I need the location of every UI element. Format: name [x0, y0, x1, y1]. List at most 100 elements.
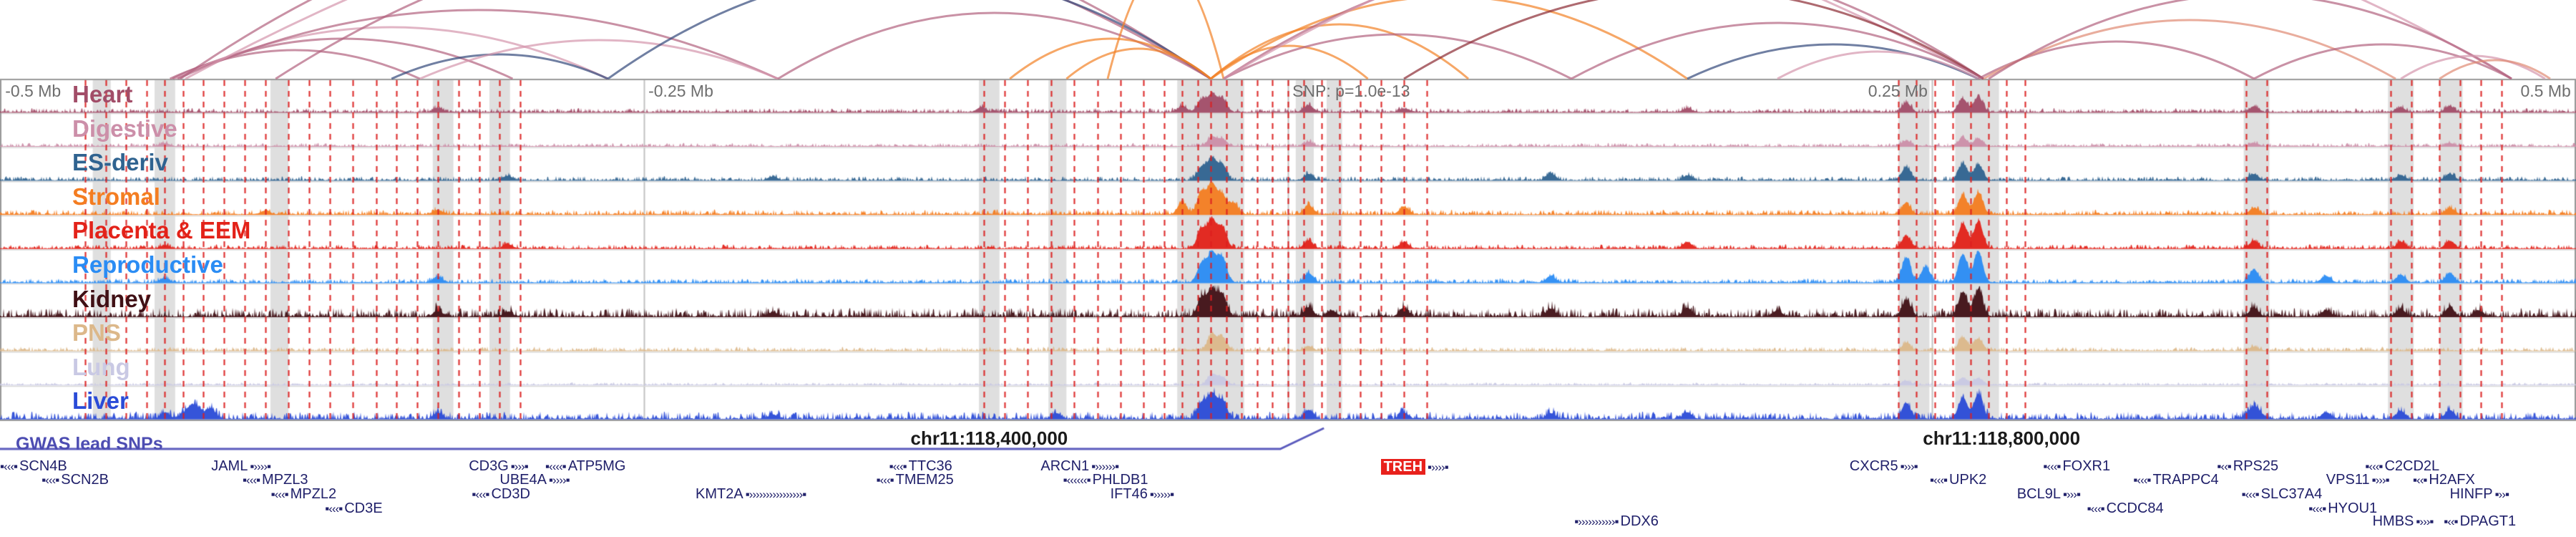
interaction-arc	[1210, 23, 1469, 79]
interaction-arc	[1571, 21, 1984, 79]
gene-name: HMBS	[2372, 513, 2414, 529]
strand-chevrons-icon: ▪‹‹‹▪	[2043, 459, 2061, 473]
strand-chevrons-icon: ▪‹‹▪	[2413, 473, 2427, 487]
gene-name: TRAPPC4	[2152, 472, 2219, 488]
gene-phldb1[interactable]: ▪‹‹‹‹‹‹▪ PHLDB1	[1063, 473, 1148, 487]
track-label-digestive[interactable]: Digestive	[72, 115, 177, 142]
gene-vps11[interactable]: VPS11 ▪›››▪	[2326, 472, 2390, 488]
track-label-stromal[interactable]: Stromal	[72, 183, 160, 210]
gene-c2cd2l[interactable]: ▪‹‹‹▪ C2CD2L	[2365, 459, 2439, 473]
interaction-arc	[1983, 19, 2396, 79]
gwas-lead-snps-label[interactable]: GWAS lead SNPs	[16, 434, 163, 454]
strand-chevrons-icon: ▪‹‹‹▪	[2241, 487, 2260, 501]
gene-ube4a[interactable]: UBE4A ▪››››▪	[499, 473, 570, 487]
strand-chevrons-icon: ▪‹‹‹‹‹‹▪	[1063, 473, 1091, 487]
gene-scn4b[interactable]: ▪‹‹‹▪ SCN4B	[0, 459, 67, 473]
strand-chevrons-icon: ▪›››▪	[2371, 473, 2390, 487]
gene-name: VPS11	[2326, 472, 2370, 488]
interaction-arc	[1223, 0, 1984, 79]
gene-name: FOXR1	[2062, 458, 2111, 474]
gene-name: TMEM25	[895, 472, 954, 488]
track-label-reproductive[interactable]: Reproductive	[72, 251, 223, 278]
interaction-arc	[1210, 0, 1688, 79]
strand-chevrons-icon: ▪›››▪	[2062, 487, 2081, 501]
gene-cd3g[interactable]: CD3G ▪›››▪	[469, 459, 529, 473]
strand-chevrons-icon: ▪››››››››››››››››▪	[745, 487, 807, 501]
gene-rps25[interactable]: ▪‹‹▪ RPS25	[2217, 459, 2278, 473]
track-label-liver[interactable]: Liver	[72, 387, 129, 415]
gene-tmem25[interactable]: ▪‹‹‹▪ TMEM25	[877, 473, 954, 487]
gene-arcn1[interactable]: ARCN1 ▪››››››▪	[1040, 459, 1119, 473]
gene-ddx6[interactable]: ▪›››››››››››▪ DDX6	[1574, 514, 1659, 528]
strand-chevrons-icon: ▪‹‹‹▪	[0, 459, 18, 473]
gene-trappc4[interactable]: ▪‹‹‹▪ TRAPPC4	[2133, 473, 2218, 487]
gene-name: TREH	[1380, 459, 1426, 475]
gene-kmt2a[interactable]: KMT2A ▪››››››››››››››››▪	[696, 487, 806, 501]
gene-ift46[interactable]: IFT46 ▪›››››▪	[1110, 486, 1175, 502]
track-label-lung[interactable]: Lung	[72, 353, 130, 380]
strand-chevrons-icon: ▪‹‹‹▪	[270, 487, 289, 501]
interaction-arc	[177, 9, 779, 79]
strand-chevrons-icon: ▪‹‹‹▪	[2133, 473, 2151, 487]
gene-atp5mg[interactable]: ▪‹‹‹‹▪ ATP5MG	[545, 459, 625, 473]
gene-treh[interactable]: TREH ▪››››▪	[1380, 459, 1449, 475]
strand-chevrons-icon: ▪›››▪	[510, 459, 529, 473]
gene-name: CD3D	[491, 486, 530, 502]
gene-slc37a4[interactable]: ▪‹‹‹▪ SLC37A4	[2242, 487, 2323, 501]
axis-label-3: 0.25 Mb	[1868, 82, 1928, 100]
gene-cxcr5[interactable]: CXCR5 ▪›››▪	[1850, 459, 1918, 473]
gene-scn2b[interactable]: ▪‹‹‹▪ SCN2B	[42, 473, 109, 487]
strand-chevrons-icon: ▪‹‹‹▪	[2087, 501, 2105, 516]
gene-name: BCL9L	[2016, 486, 2061, 502]
coordinate-label-left: chr11:118,400,000	[910, 427, 1068, 449]
track-label-pns[interactable]: PNS	[72, 319, 121, 347]
gene-dpagt1[interactable]: ▪‹‹▪ DPAGT1	[2444, 514, 2516, 528]
gene-mpzl3[interactable]: ▪‹‹‹▪ MPZL3	[243, 473, 308, 487]
strand-chevrons-icon: ▪‹‹‹▪	[1930, 473, 1948, 487]
gene-cd3d[interactable]: ▪‹‹‹▪ CD3D	[472, 487, 530, 501]
gene-hyou1[interactable]: ▪‹‹‹▪ HYOU1	[2308, 501, 2377, 516]
axis-label-4: 0.5 Mb	[2520, 82, 2571, 100]
strand-chevrons-icon: ▪››››››▪	[1091, 459, 1119, 473]
track-label-placenta-eem[interactable]: Placenta & EEM	[72, 217, 251, 244]
strand-chevrons-icon: ▪‹‹‹▪	[889, 459, 907, 473]
gene-h2afx[interactable]: ▪‹‹▪ H2AFX	[2413, 473, 2475, 487]
gene-name: RPS25	[2233, 458, 2279, 474]
gene-ccdc84[interactable]: ▪‹‹‹▪ CCDC84	[2087, 501, 2164, 516]
gene-name: MPZL3	[262, 472, 308, 488]
strand-chevrons-icon: ▪‹‹‹▪	[472, 487, 489, 501]
axis-label-1: -0.25 Mb	[648, 82, 713, 100]
strand-chevrons-icon: ▪››››▪	[1428, 460, 1449, 474]
interaction-arc	[1403, 0, 1984, 79]
gene-mpzl2[interactable]: ▪‹‹‹▪ MPZL2	[271, 487, 337, 501]
gene-hinfp[interactable]: HINFP ▪››▪	[2450, 487, 2509, 501]
track-label-kidney[interactable]: Kidney	[72, 285, 152, 312]
gene-name: DPAGT1	[2459, 513, 2517, 529]
strand-chevrons-icon: ▪‹‹‹▪	[243, 473, 260, 487]
strand-chevrons-icon: ▪›››››››››››▪	[1574, 514, 1619, 528]
strand-chevrons-icon: ▪‹‹‹▪	[42, 473, 59, 487]
axis-label-2: SNP: p=1.0e-13	[1292, 82, 1410, 100]
gene-upk2[interactable]: ▪‹‹‹▪ UPK2	[1930, 473, 1986, 487]
gene-foxr1[interactable]: ▪‹‹‹▪ FOXR1	[2043, 459, 2110, 473]
gene-cd3e[interactable]: ▪‹‹‹▪ CD3E	[325, 501, 382, 516]
gene-name: IFT46	[1110, 486, 1148, 502]
gene-name: UPK2	[1949, 472, 1987, 488]
gene-bcl9l[interactable]: BCL9L ▪›››▪	[2016, 486, 2081, 502]
track-label-es-deriv[interactable]: ES-deriv	[72, 149, 168, 176]
gene-name: C2CD2L	[2384, 458, 2440, 474]
gene-ttc36[interactable]: ▪‹‹‹▪ TTC36	[889, 459, 952, 473]
gene-hmbs[interactable]: HMBS ▪›››▪	[2373, 514, 2434, 528]
track-label-heart[interactable]: Heart	[72, 81, 133, 107]
gene-jaml[interactable]: JAML ▪››››▪	[211, 458, 271, 474]
interaction-arc	[1777, 50, 1979, 79]
gene-name: JAML	[211, 458, 248, 474]
strand-chevrons-icon: ▪››››▪	[548, 473, 570, 487]
interaction-arcs	[169, 0, 2551, 79]
gene-name: CD3E	[344, 500, 383, 516]
gene-name: MPZL2	[290, 486, 337, 502]
interaction-arc	[1065, 47, 1211, 79]
strand-chevrons-icon: ▪›››▪	[2416, 514, 2434, 528]
